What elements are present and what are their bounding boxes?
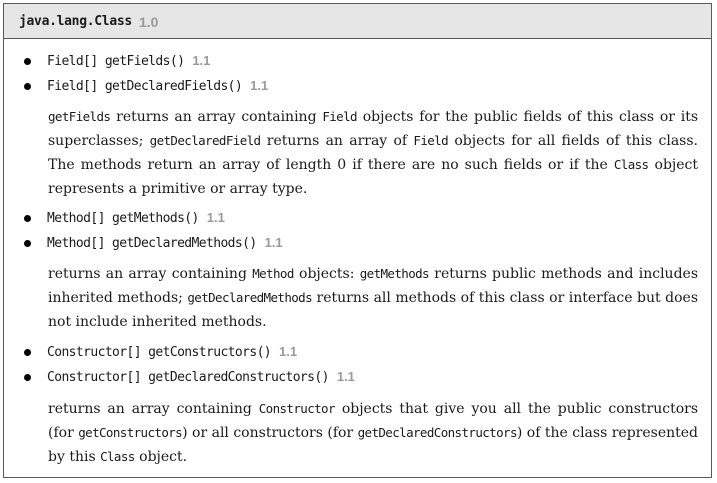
class-name: java.lang.Class	[19, 14, 132, 29]
inline-code: getMethods	[359, 266, 430, 281]
inline-code: Class	[100, 449, 135, 464]
method-signature: Method[] getDeclaredMethods()	[47, 236, 257, 251]
methods-description: returns an array containing Method objec…	[48, 262, 698, 334]
description-text: objects that give you all the public con…	[48, 401, 699, 441]
description-text: returns all methods of this class or int…	[48, 290, 698, 330]
bullet-icon	[24, 374, 31, 381]
class-header: java.lang.Class 1.0	[4, 4, 711, 39]
description-text: returns public methods and includes inhe…	[48, 266, 698, 306]
method-signature: Method[] getMethods()	[47, 211, 199, 226]
api-doc-box: java.lang.Class 1.0 Field[] getFields() 1…	[3, 3, 712, 478]
method-version: 1.1	[279, 344, 298, 359]
bullet-icon	[24, 349, 31, 356]
method-signature: Constructor[] getDeclaredConstructors()	[47, 370, 329, 385]
inline-code: Method	[252, 266, 294, 281]
bullet-icon	[24, 215, 31, 222]
bullet-icon	[24, 83, 31, 90]
inline-code: Class	[613, 157, 649, 172]
constructors-description: returns an array containing Constructor …	[48, 397, 698, 469]
description-text: objects:	[293, 266, 360, 282]
description-text: ) or all constructors (for	[182, 425, 358, 441]
method-version: 1.1	[336, 369, 355, 384]
method-version: 1.1	[192, 53, 211, 68]
method-signature: Constructor[] getConstructors()	[47, 345, 272, 360]
description-text: objects for the public fields of this cl…	[48, 109, 699, 149]
inline-code: getConstructors	[78, 425, 183, 440]
method-signature: Field[] getDeclaredFields()	[47, 79, 243, 94]
inline-code: getDeclaredConstructors	[357, 425, 518, 440]
bullet-icon	[24, 240, 31, 247]
description-text: returns an array of	[260, 133, 414, 149]
description-text: objects for all fields of this class. Th…	[48, 133, 698, 173]
description-text: returns an array containing	[48, 401, 259, 417]
description-text: ) of the class represented by this	[48, 425, 699, 465]
method-version: 1.1	[206, 210, 225, 225]
bullet-icon	[24, 58, 31, 65]
description-text: object represents a primitive or array t…	[48, 157, 698, 197]
description-text: object.	[134, 449, 188, 465]
inline-code: Constructor	[258, 401, 336, 416]
inline-code: getDeclaredMethods	[187, 290, 313, 305]
method-version: 1.1	[250, 78, 269, 93]
inline-code: getDeclaredField	[149, 133, 261, 148]
inline-code: Field	[322, 109, 357, 124]
inline-code: Field	[413, 133, 449, 148]
fields-description: getFields returns an array containing Fi…	[48, 105, 698, 201]
method-version: 1.1	[264, 235, 283, 250]
method-signature: Field[] getFields()	[47, 54, 185, 69]
description-text: returns an array containing	[48, 266, 253, 282]
description-text: returns an array containing	[110, 109, 323, 125]
class-version: 1.0	[139, 14, 159, 30]
inline-code: getFields	[48, 109, 111, 124]
